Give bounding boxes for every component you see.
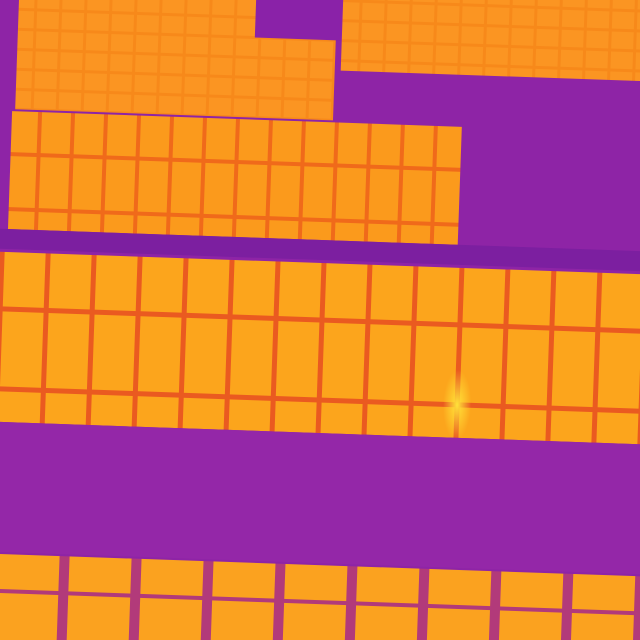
panel-row <box>15 0 339 121</box>
panel-row <box>7 111 462 245</box>
gap <box>254 0 343 41</box>
panel-row <box>340 0 640 82</box>
hot-spot <box>443 369 472 440</box>
panel-row <box>0 251 640 445</box>
ground-strip <box>0 421 640 575</box>
shadow-strip <box>0 228 640 272</box>
panel-row <box>0 552 640 640</box>
